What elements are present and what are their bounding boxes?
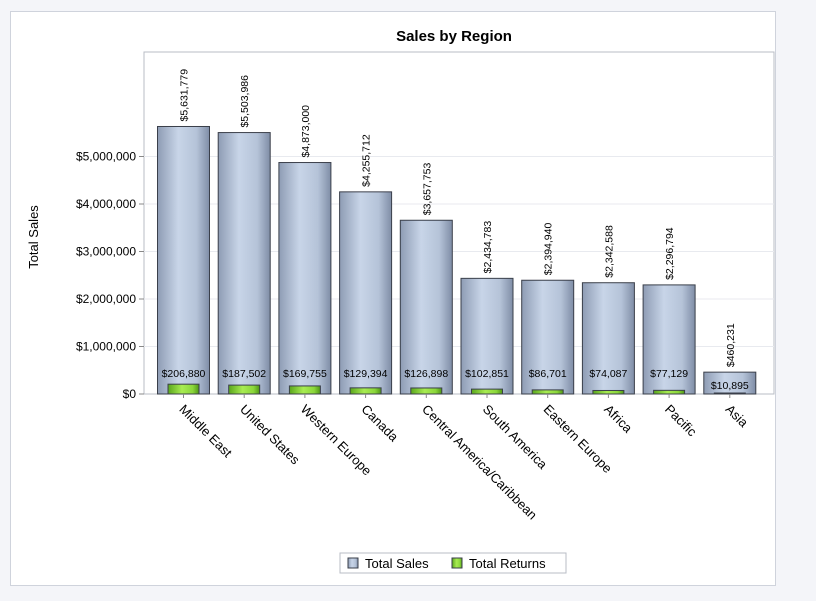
data-label-total-returns: $187,502 bbox=[222, 368, 266, 380]
data-label-total-returns: $86,701 bbox=[529, 368, 567, 380]
bar-total-returns bbox=[228, 384, 261, 395]
legend-swatch-total-sales bbox=[347, 557, 359, 569]
data-label-total-returns: $169,755 bbox=[283, 368, 327, 380]
bar-total-returns bbox=[653, 389, 686, 395]
bar-total-returns bbox=[531, 389, 564, 395]
bar-total-sales bbox=[521, 279, 575, 395]
data-label-total-sales: $5,503,986 bbox=[239, 75, 251, 128]
data-label-total-returns: $129,394 bbox=[344, 368, 388, 380]
data-label-total-sales: $2,342,588 bbox=[603, 225, 615, 278]
bar-total-sales bbox=[217, 132, 271, 395]
bar-total-sales bbox=[278, 162, 332, 395]
x-tick-label: United States bbox=[237, 402, 303, 468]
bar-total-returns bbox=[288, 385, 321, 395]
x-tick-label: Central America/Caribbean bbox=[419, 402, 540, 523]
x-tick-label: Asia bbox=[723, 402, 752, 431]
bar-total-returns bbox=[592, 389, 625, 395]
legend-swatch-total-returns bbox=[451, 557, 463, 569]
data-label-total-returns: $102,851 bbox=[465, 368, 509, 380]
bar-total-returns bbox=[471, 388, 503, 395]
bar-total-returns bbox=[167, 383, 200, 395]
chart-panel: Sales by Region Total Sales $0 $1,000,000… bbox=[10, 11, 776, 586]
data-label-total-sales: $5,631,779 bbox=[179, 69, 191, 122]
y-axis-label: Total Sales bbox=[26, 205, 41, 269]
bar-total-sales bbox=[581, 282, 635, 395]
data-label-total-returns: $206,880 bbox=[162, 368, 206, 380]
y-axis-ticks: $0 $1,000,000 $2,000,000 $3,000,000 $4,000,0… bbox=[76, 150, 144, 401]
legend: Total Sales Total Returns bbox=[339, 552, 567, 574]
data-label-total-returns: $74,087 bbox=[589, 368, 627, 380]
data-label-total-sales: $2,296,794 bbox=[664, 227, 676, 280]
data-label-total-returns: $10,895 bbox=[711, 380, 749, 392]
data-label-total-sales: $2,434,783 bbox=[482, 221, 494, 274]
y-tick-label: $0 bbox=[123, 387, 137, 401]
bar-total-returns bbox=[410, 387, 443, 395]
data-label-total-sales: $3,657,753 bbox=[421, 163, 433, 216]
bars: $5,631,779 $206,880 $5,503,986 $187,502 $4,8… bbox=[157, 69, 757, 395]
data-label-total-sales: $4,873,000 bbox=[300, 105, 312, 158]
bar-total-sales bbox=[642, 284, 696, 395]
y-tick-label: $3,000,000 bbox=[76, 245, 136, 259]
data-label-total-sales: $4,255,712 bbox=[361, 134, 373, 187]
data-label-total-returns: $77,129 bbox=[650, 368, 688, 380]
x-tick-label: Canada bbox=[358, 402, 401, 445]
data-label-total-sales: $2,394,940 bbox=[543, 223, 555, 276]
legend-label-total-sales: Total Sales bbox=[365, 556, 429, 571]
x-tick-label: Pacific bbox=[662, 402, 700, 440]
legend-label-total-returns: Total Returns bbox=[469, 556, 546, 571]
bar-total-sales bbox=[157, 125, 210, 395]
bar-total-sales bbox=[460, 277, 514, 395]
y-tick-label: $4,000,000 bbox=[76, 197, 136, 211]
bar-total-sales bbox=[339, 191, 393, 395]
y-tick-label: $1,000,000 bbox=[76, 340, 136, 354]
x-tick-label: Middle East bbox=[176, 402, 235, 461]
x-tick-label: Africa bbox=[601, 402, 636, 437]
y-tick-label: $2,000,000 bbox=[76, 292, 136, 306]
chart-title: Sales by Region bbox=[396, 28, 512, 45]
data-label-total-sales: $460,231 bbox=[725, 323, 737, 367]
bar-total-returns bbox=[713, 392, 746, 395]
bar-total-sales bbox=[399, 219, 453, 395]
y-tick-label: $5,000,000 bbox=[76, 150, 136, 164]
bar-total-returns bbox=[349, 387, 382, 395]
sales-by-region-chart: Sales by Region Total Sales $0 $1,000,000… bbox=[26, 28, 775, 574]
data-label-total-returns: $126,898 bbox=[404, 368, 448, 380]
